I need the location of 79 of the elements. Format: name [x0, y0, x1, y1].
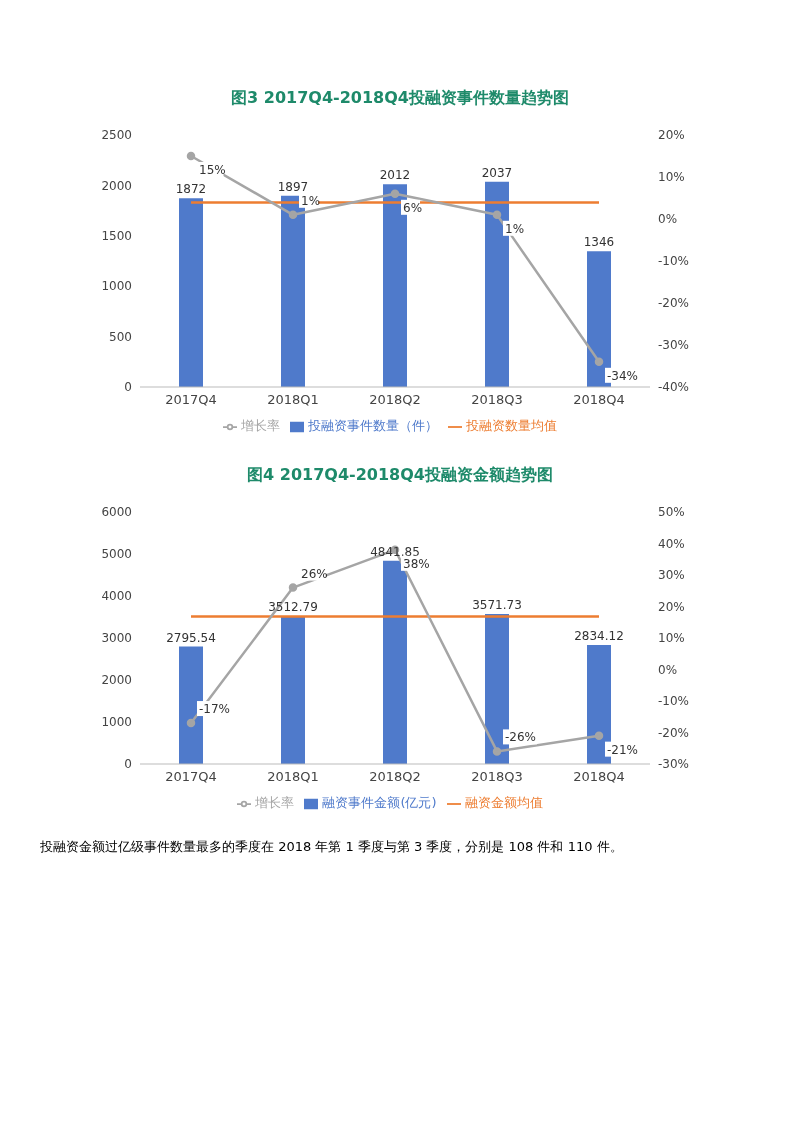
- y2-tick-label: 20%: [658, 599, 685, 614]
- point: [492, 210, 502, 220]
- x-tick-label: 2018Q4: [573, 769, 625, 785]
- point: [390, 189, 400, 199]
- data-label: -17%: [199, 702, 231, 717]
- point: [186, 718, 196, 728]
- y2-tick-label: 40%: [658, 536, 685, 551]
- chart-title: 图4 2017Q4-2018Q4投融资金额趋势图: [246, 465, 554, 486]
- y-tick-label: 1500: [101, 229, 132, 244]
- data-label: -34%: [607, 368, 639, 383]
- data-label: -21%: [607, 742, 639, 757]
- chart-title: 图3 2017Q4-2018Q4投融资事件数量趋势图: [230, 88, 570, 109]
- y-tick-label: 500: [109, 329, 132, 344]
- y-tick-label: 0: [124, 380, 132, 395]
- y2-tick-label: -10%: [658, 254, 690, 269]
- point: [288, 583, 298, 592]
- y2-tick-label: 10%: [658, 631, 685, 646]
- data-label: 3512.79: [268, 600, 318, 615]
- y-tick-label: 4000: [101, 589, 132, 604]
- y-tick-label: 1000: [101, 715, 132, 730]
- y2-tick-label: -30%: [658, 338, 690, 353]
- point: [594, 357, 604, 367]
- data-label: 1%: [505, 221, 525, 236]
- point: [492, 747, 502, 756]
- data-label: 1%: [301, 193, 321, 208]
- x-tick-label: 2017Q4: [165, 392, 217, 408]
- x-tick-label: 2018Q2: [369, 392, 421, 408]
- data-label: 4841.85: [370, 544, 420, 559]
- legend-label: 投融资数量均值: [466, 418, 557, 433]
- bar: [281, 616, 305, 764]
- legend-label: 增长率: [255, 795, 295, 810]
- x-tick-label: 2018Q1: [267, 392, 319, 408]
- y-tick-label: 2500: [101, 128, 132, 143]
- y2-tick-label: -40%: [658, 380, 690, 395]
- y2-tick-label: -20%: [658, 296, 690, 311]
- y2-tick-label: 10%: [658, 170, 685, 185]
- legend-label: 投融资事件数量（件）: [308, 418, 438, 433]
- data-label: 2012: [379, 168, 411, 183]
- data-label: 1346: [583, 235, 615, 250]
- data-label: 2037: [481, 165, 513, 180]
- legend-label: 增长率: [241, 418, 280, 433]
- data-label: 3571.73: [472, 597, 522, 612]
- x-tick-label: 2018Q3: [471, 769, 523, 785]
- data-label: 6%: [403, 200, 423, 215]
- data-label: 15%: [199, 163, 226, 177]
- y-tick-label: 0: [124, 757, 132, 772]
- y2-tick-label: 0%: [658, 662, 678, 677]
- y2-tick-label: -30%: [658, 757, 690, 772]
- y2-tick-label: -20%: [658, 725, 690, 740]
- y2-tick-label: 30%: [658, 568, 685, 583]
- point: [594, 731, 604, 740]
- x-tick-label: 2018Q3: [471, 392, 523, 408]
- data-label: 38%: [403, 556, 430, 571]
- x-tick-label: 2017Q4: [165, 769, 217, 785]
- x-tick-label: 2018Q4: [573, 392, 625, 408]
- data-label: 2834.12: [574, 628, 624, 643]
- y-tick-label: 2000: [101, 178, 132, 193]
- y-tick-label: 1000: [101, 279, 132, 294]
- data-label: 1897: [277, 179, 309, 194]
- y-tick-label: 3000: [101, 631, 132, 646]
- y2-tick-label: 20%: [658, 128, 685, 143]
- y-tick-label: 6000: [101, 505, 132, 520]
- data-label: 1872: [175, 182, 207, 197]
- y2-tick-label: 50%: [658, 505, 685, 520]
- x-tick-label: 2018Q2: [369, 769, 421, 785]
- y-tick-label: 5000: [101, 547, 132, 562]
- bar: [179, 198, 203, 387]
- data-label: -26%: [505, 730, 537, 745]
- data-label: 2795.54: [166, 630, 216, 645]
- point: [288, 210, 298, 220]
- y-tick-label: 2000: [101, 673, 132, 688]
- point: [186, 151, 196, 161]
- y2-tick-label: -10%: [658, 694, 690, 709]
- data-label: 26%: [301, 566, 328, 581]
- legend-label: 融资事件金额(亿元): [322, 795, 437, 810]
- x-tick-label: 2018Q1: [267, 769, 319, 785]
- y2-tick-label: 0%: [658, 212, 678, 227]
- text: 投融资金额过亿级事件数量最多的季度在 2018 年第 1 季度与第 3 季度，分别是 108 件和 110 件。: [40, 838, 624, 856]
- legend-label: 融资金额均值: [464, 795, 543, 810]
